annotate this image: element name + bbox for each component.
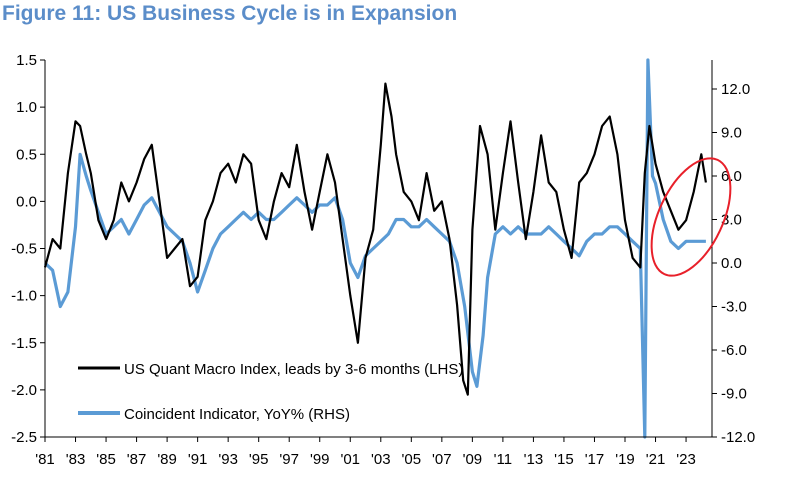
x-tick-label: '23: [676, 451, 696, 468]
x-tick-label: '15: [554, 451, 574, 468]
x-tick-label: '03: [371, 451, 391, 468]
x-tick-label: '09: [463, 451, 483, 468]
x-tick-label: '19: [615, 451, 635, 468]
x-tick-label: '87: [127, 451, 147, 468]
left-tick-label: -1.0: [11, 288, 37, 305]
x-tick-label: '83: [66, 451, 86, 468]
right-tick-label: 12.0: [721, 81, 750, 98]
x-axis-ticks: '81 '83 '85 '87 '89 '91 '93 '95 '97 '99 '01 '03 '05 '…: [35, 437, 696, 468]
quant-macro-series-line: [43, 82, 707, 396]
highlight-ellipse: [650, 157, 732, 277]
right-tick-label: -3.0: [721, 299, 747, 316]
right-tick-label: -6.0: [721, 342, 747, 359]
right-tick-label: -9.0: [721, 386, 747, 403]
left-tick-label: 1.5: [16, 52, 37, 69]
x-tick-label: '97: [279, 451, 299, 468]
right-axis-ticks: 12.09.06.03.00.0-3.0-6.0-9.0-12.0: [712, 81, 755, 446]
x-tick-label: '07: [432, 451, 452, 468]
x-tick-label: '85: [96, 451, 116, 468]
left-tick-label: 0.5: [16, 146, 37, 163]
x-tick-label: '89: [157, 451, 177, 468]
x-tick-label: '21: [646, 451, 666, 468]
right-tick-label: -12.0: [721, 429, 755, 446]
left-tick-label: -2.5: [11, 429, 37, 446]
left-tick-label: 0.0: [16, 193, 37, 210]
x-tick-label: '05: [402, 451, 422, 468]
left-tick-label: 1.0: [16, 99, 37, 116]
left-tick-label: -2.0: [11, 382, 37, 399]
legend: US Quant Macro Index, leads by 3-6 month…: [78, 361, 463, 423]
legend-label-quant-macro: US Quant Macro Index, leads by 3-6 month…: [124, 361, 463, 378]
right-tick-label: 0.0: [721, 255, 742, 272]
x-tick-label: '13: [524, 451, 544, 468]
legend-label-coincident: Coincident Indicator, YoY% (RHS): [124, 406, 350, 423]
x-tick-label: '81: [35, 451, 55, 468]
left-axis-ticks: 1.5 1.0 0.5 0.0 -0.5 -1.0 -1.5 -2.0 -2.5: [11, 52, 45, 446]
x-tick-label: '11: [494, 451, 512, 468]
left-tick-label: -1.5: [11, 335, 37, 352]
x-tick-label: '01: [340, 451, 360, 468]
figure-title: Figure 11: US Business Cycle is in Expan…: [2, 2, 458, 25]
x-tick-label: '93: [218, 451, 238, 468]
x-tick-label: '17: [585, 451, 605, 468]
x-tick-label: '99: [310, 451, 330, 468]
right-tick-label: 9.0: [721, 125, 742, 142]
series-layer: [43, 58, 707, 439]
x-tick-label: '95: [249, 451, 269, 468]
coincident-series-line: [43, 58, 706, 439]
left-tick-label: -0.5: [11, 241, 37, 258]
x-tick-label: '91: [188, 451, 208, 468]
right-tick-label: 6.0: [721, 168, 742, 185]
